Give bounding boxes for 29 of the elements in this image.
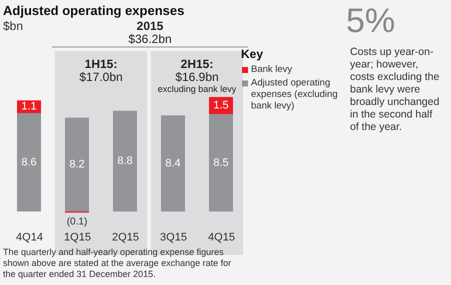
legend-title: Key: [241, 47, 264, 61]
bar: [161, 115, 185, 212]
chart-title: Adjusted operating expenses: [3, 3, 184, 18]
data-label: (0.1): [66, 216, 88, 228]
data-label: 1.1: [21, 100, 37, 113]
data-label: 8.4: [165, 157, 181, 170]
chart-subtitle: $bn: [3, 19, 24, 33]
bar: [113, 110, 137, 212]
band-label: 1H15: $17.0bn: [79, 57, 123, 84]
legend-label: Bank levy: [251, 64, 292, 75]
text: The quarterly and half-yearly operating expense figures shown above are stated at the average exchange rate for the quarter ended 31 December 2015.: [3, 247, 232, 279]
data-label: 8.6: [21, 156, 37, 168]
text: 5%: [346, 2, 396, 40]
x-tick-label: 4Q14: [16, 232, 43, 244]
data-label: 8.8: [117, 155, 133, 168]
x-tick-label: 1Q15: [64, 232, 91, 244]
band-label: 2H15: $16.9bn excluding bank levy: [158, 57, 237, 94]
x-tick-label: 3Q15: [160, 232, 187, 244]
data-label: 8.5: [213, 156, 229, 169]
text: 2015 $36.2bn: [128, 19, 172, 46]
data-label: 1.5: [213, 100, 229, 112]
data-label: 8.2: [69, 158, 85, 171]
x-tick-label: 2Q15: [112, 232, 139, 244]
text: Costs up year-on-year; however, costs excluding the bank levy were broadly unchanged in the second half of the year.: [350, 46, 440, 133]
x-tick-label: 4Q15: [208, 232, 235, 244]
bar: [17, 113, 41, 212]
legend-label: Adjusted operating expenses (excluding bank levy): [251, 78, 338, 112]
bar: [65, 118, 89, 212]
bar: [209, 114, 233, 212]
